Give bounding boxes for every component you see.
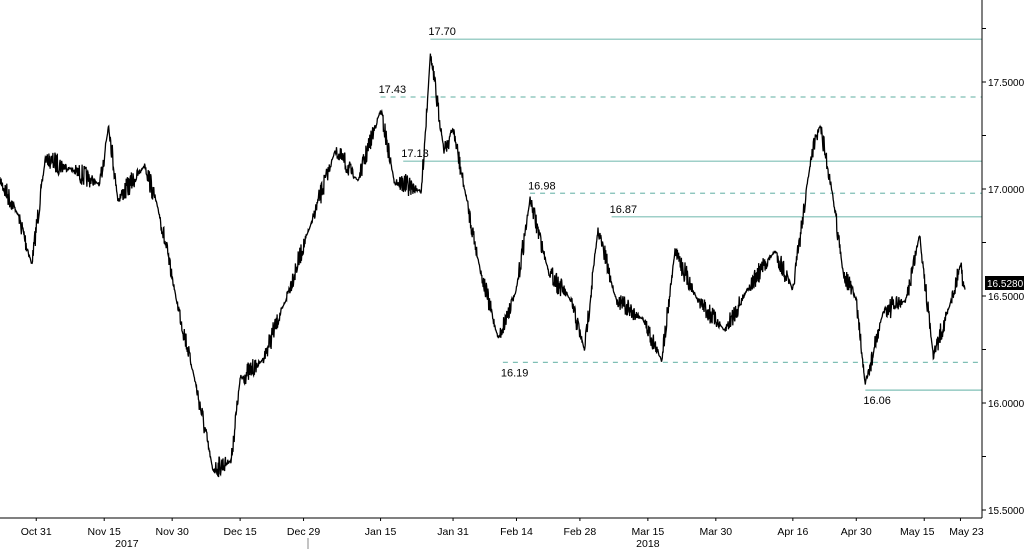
x-tick-label: May 15 [900,526,935,538]
x-tick-label: Mar 30 [699,526,732,538]
x-tick-label: Nov 15 [88,526,121,538]
x-tick-label: Apr 16 [777,526,808,538]
y-tick-label: 17.0000 [988,185,1024,196]
x-tick-label: Oct 31 [21,526,52,538]
y-axis: 15.5000 16.0000 16.5000 17.0000 17.5000 [981,0,1024,518]
y-tick-label: 16.5000 [988,292,1024,303]
x-tick-label: Jan 31 [437,526,469,538]
x-tick-label: Feb 14 [500,526,533,538]
level-label: 16.06 [863,395,891,407]
level-lines: 17.70 17.43 17.13 16.98 16.87 16.19 16.06 [379,26,982,407]
level-label: 16.19 [501,367,529,379]
x-tick-label: Dec 15 [223,526,256,538]
year-label: 2017 [115,538,139,549]
level-label: 17.70 [428,26,456,38]
last-price-box [985,276,1024,290]
price-line [0,53,966,478]
level-label: 16.87 [610,204,638,216]
level-label: 17.13 [401,148,429,160]
x-tick-label: May 23 [949,526,984,538]
last-price-text: 16.5280 [987,279,1024,290]
y-tick-label: 16.0000 [988,399,1024,410]
x-tick-label: Feb 28 [564,526,597,538]
y-tick-label: 15.5000 [988,506,1024,517]
x-tick-label: Jan 15 [365,526,397,538]
level-label: 17.43 [379,84,407,96]
year-label: 2018 [636,538,660,549]
x-tick-label: Apr 30 [841,526,872,538]
x-tick-label: Dec 29 [287,526,320,538]
x-tick-label: Nov 30 [156,526,189,538]
level-label: 16.98 [528,180,556,192]
x-tick-label: Mar 15 [632,526,665,538]
last-price-badge: 16.5280 [985,276,1024,290]
price-series [0,53,966,478]
x-axis: Oct 31 Nov 15 Nov 30 Dec 15 Dec 29 Jan 15 Jan … [0,517,984,550]
y-tick-label: 17.5000 [988,78,1024,89]
